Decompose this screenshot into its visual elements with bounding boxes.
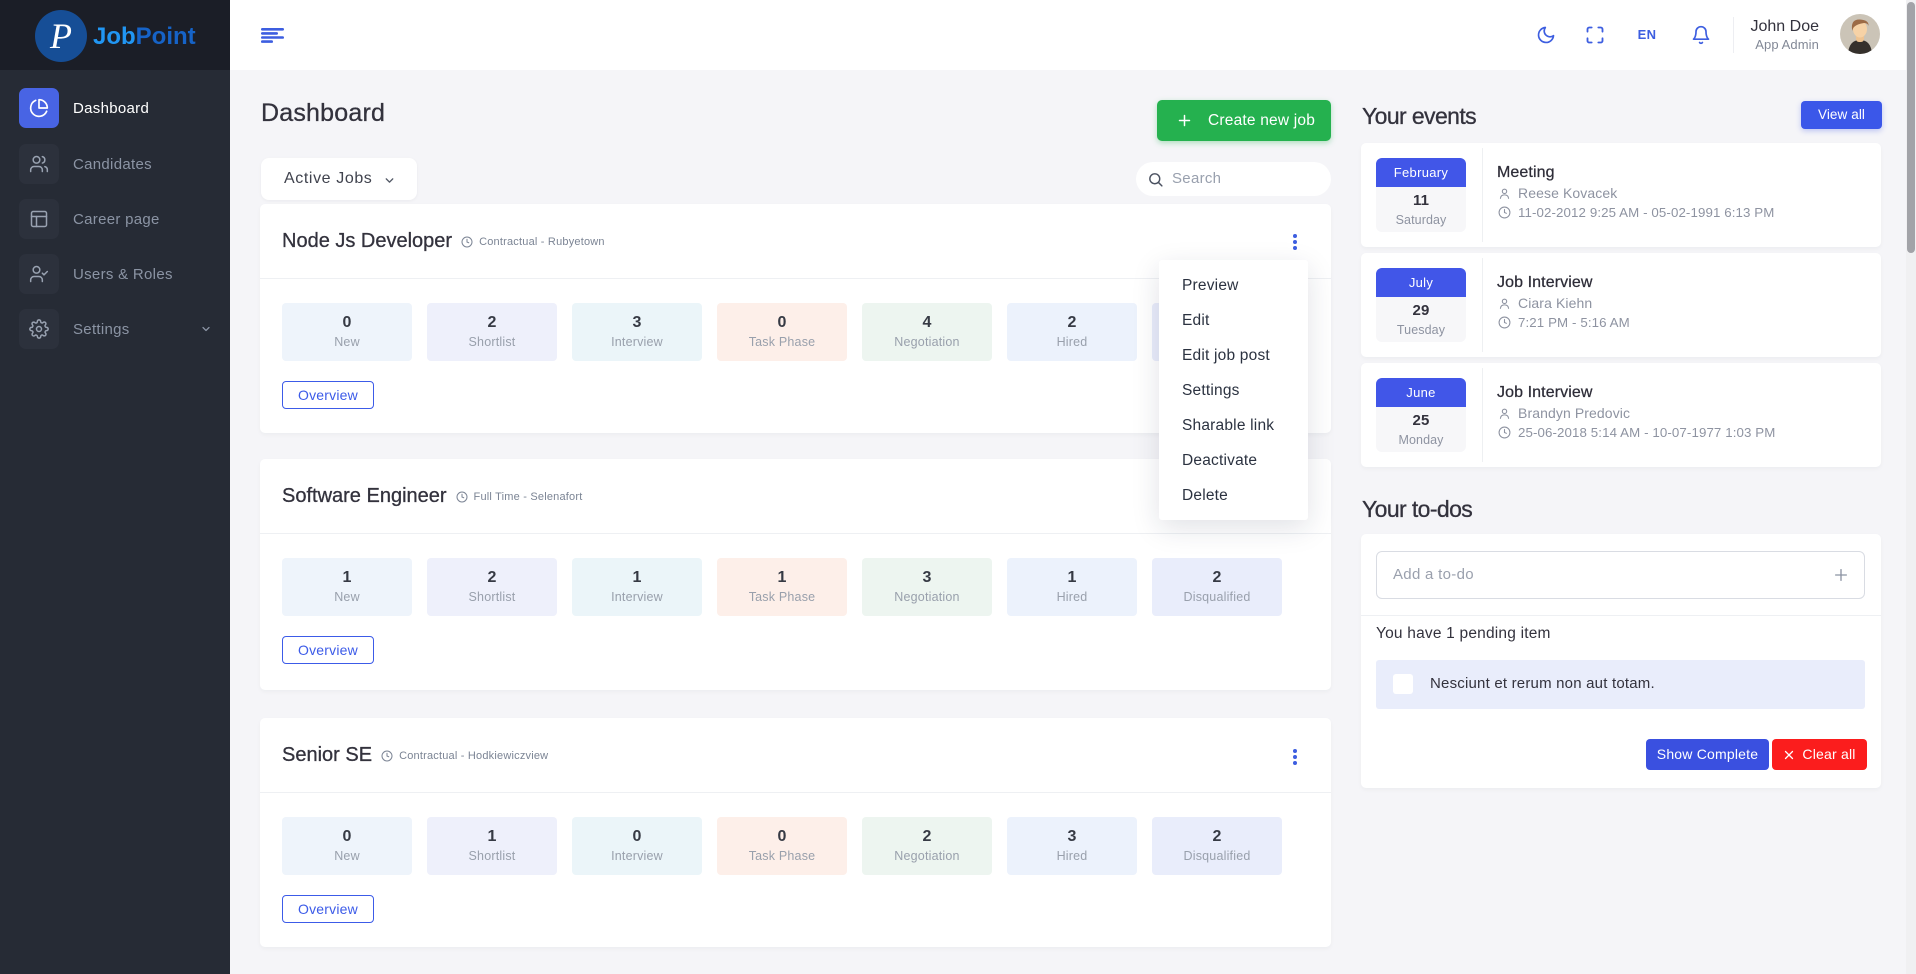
svg-text:P: P: [49, 16, 72, 56]
